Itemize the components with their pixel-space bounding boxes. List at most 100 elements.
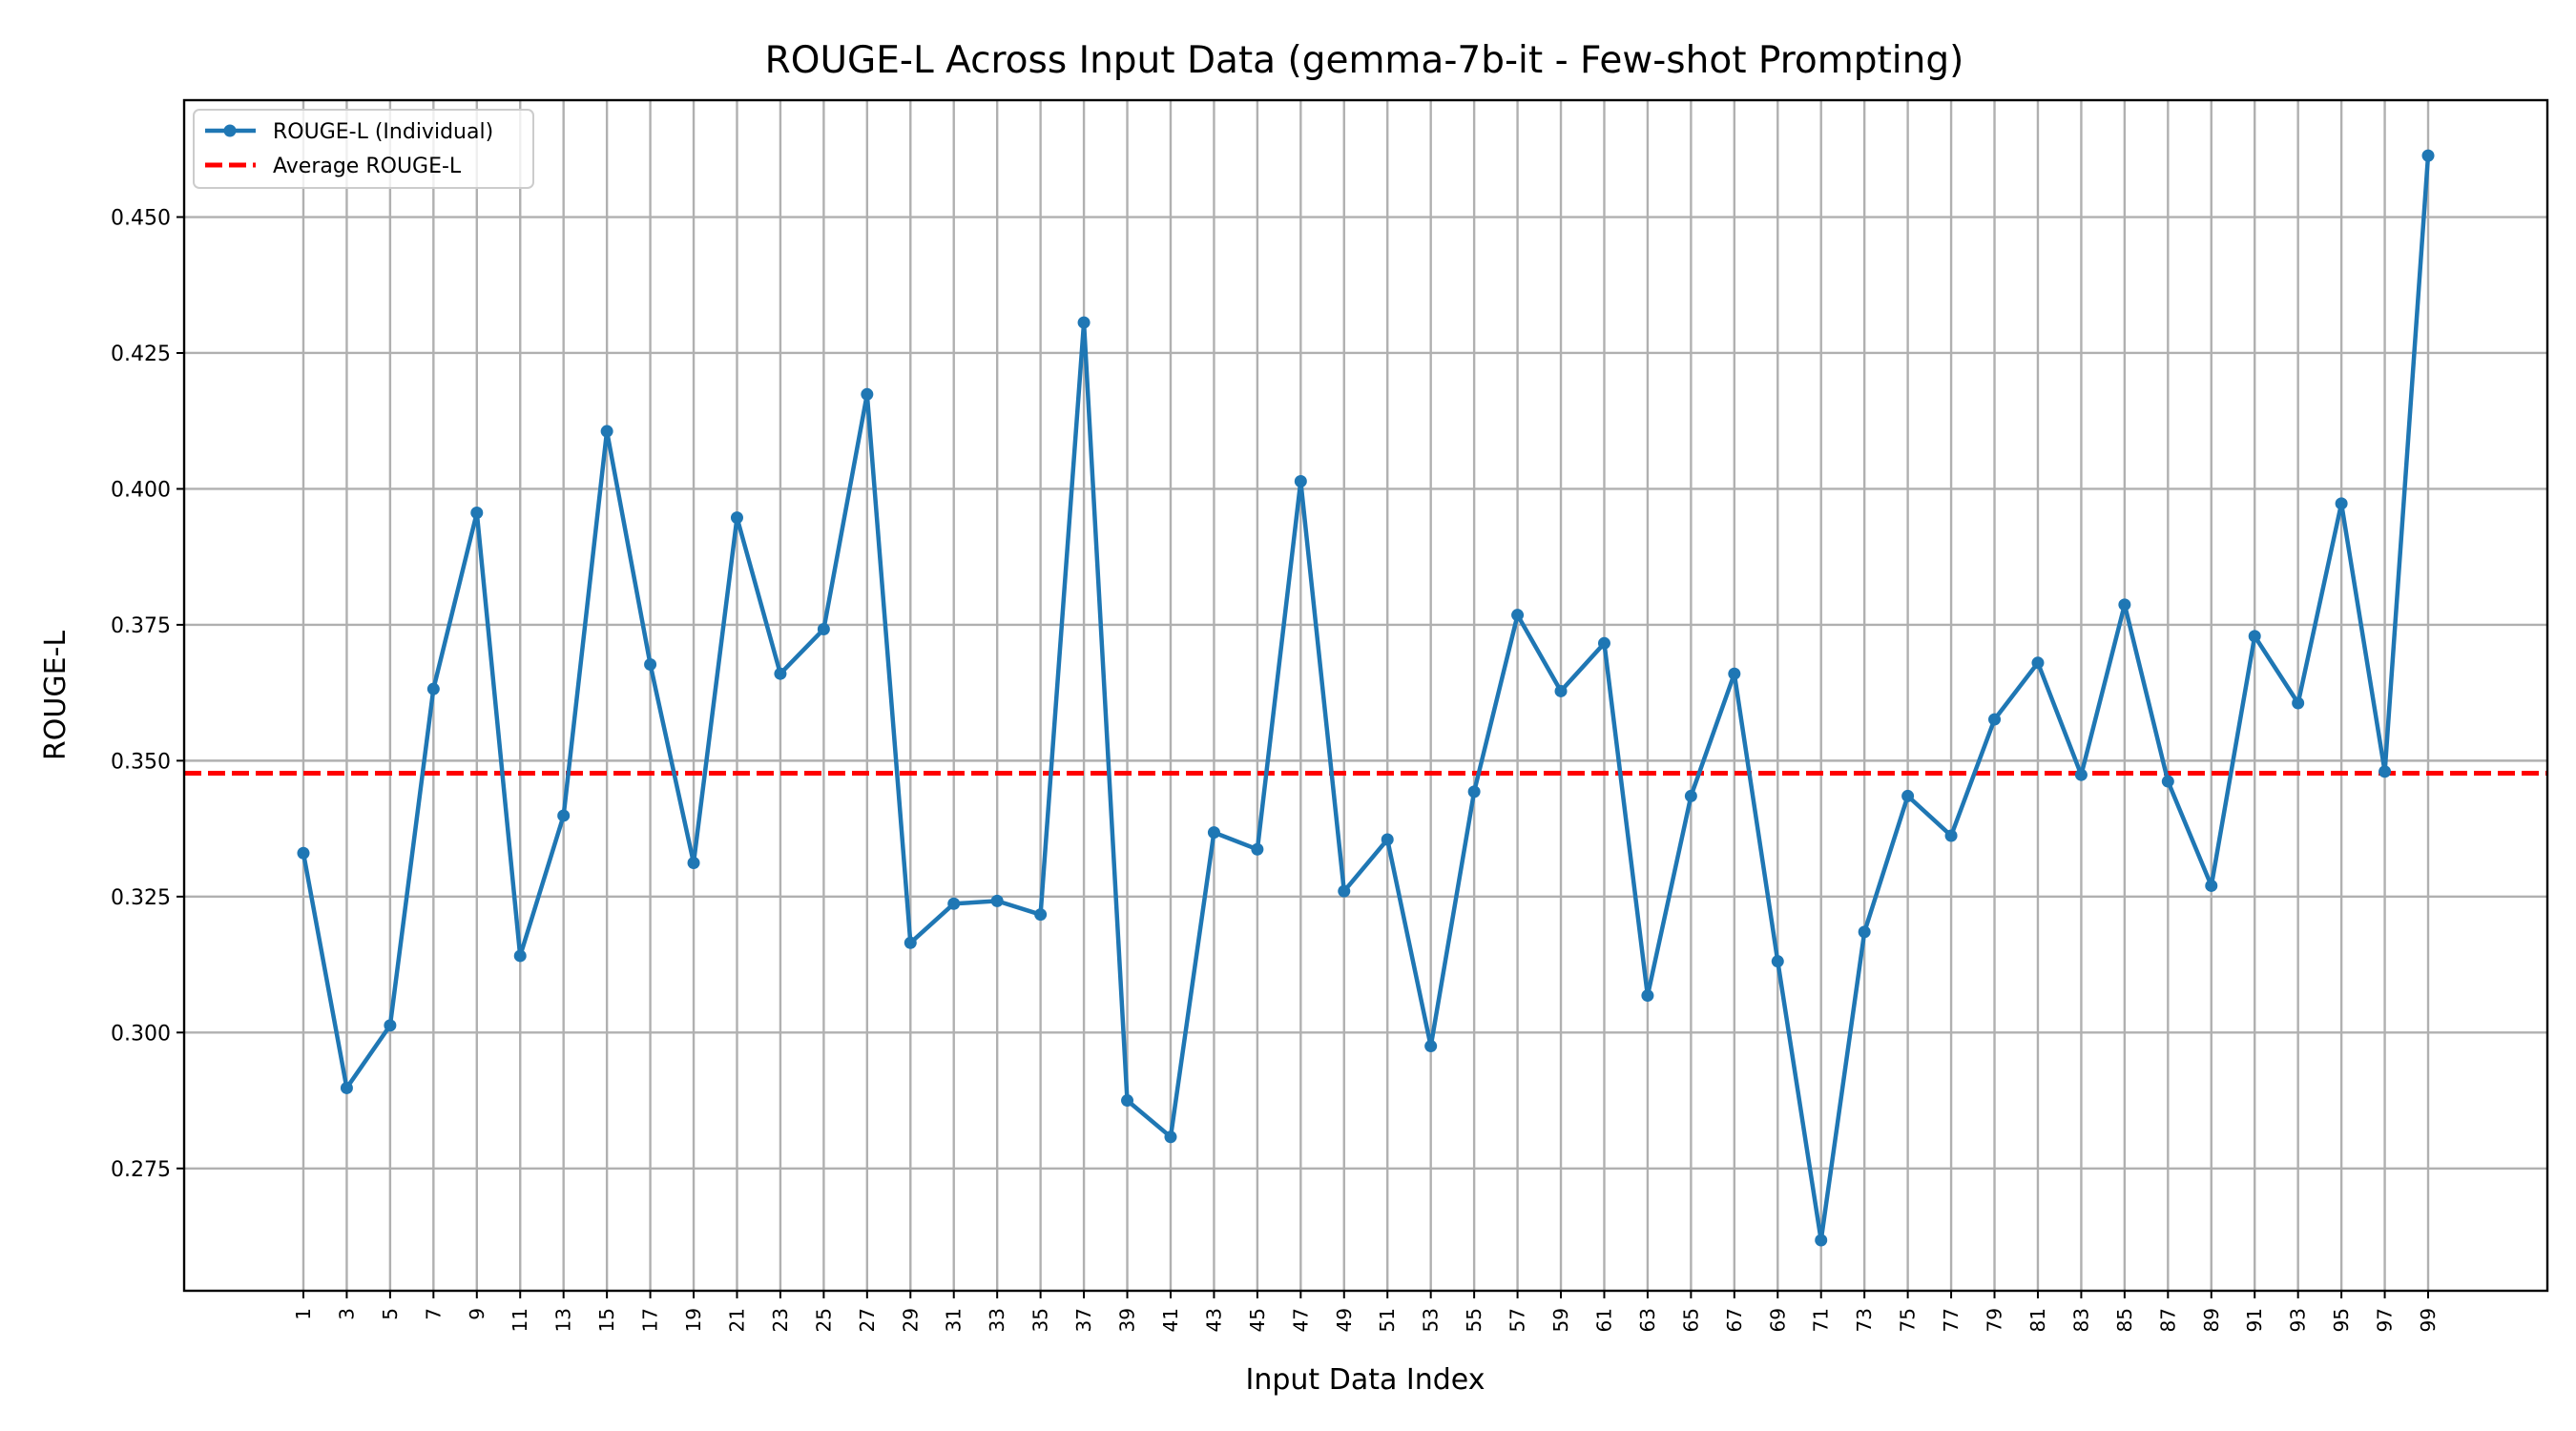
y-tick-labels: 0.275 0.300 0.325 0.350 0.375 0.400 0.425 0.450 xyxy=(111,207,171,1182)
x-tick-label: 65 xyxy=(1679,1308,1702,1332)
data-point xyxy=(1077,316,1091,329)
x-tick-label: 85 xyxy=(2113,1308,2136,1332)
data-point xyxy=(1207,826,1220,840)
x-tick-label: 61 xyxy=(1592,1308,1615,1332)
x-tick-label: 51 xyxy=(1376,1308,1399,1332)
x-tick-label: 91 xyxy=(2243,1308,2266,1332)
x-tick-label: 15 xyxy=(595,1308,618,1332)
x-tick-label: 9 xyxy=(466,1308,488,1320)
data-point xyxy=(600,425,613,438)
x-tick-label: 99 xyxy=(2417,1308,2440,1332)
x-tick-label: 69 xyxy=(1766,1308,1789,1332)
x-tick-label: 87 xyxy=(2156,1308,2179,1332)
y-tick-label: 0.325 xyxy=(111,886,171,910)
x-tick-label: 19 xyxy=(682,1308,705,1332)
legend-marker-individual xyxy=(223,124,237,137)
data-point xyxy=(2335,497,2348,510)
data-point xyxy=(817,622,830,635)
data-point xyxy=(1728,667,1741,680)
x-axis-label: Input Data Index xyxy=(1246,1363,1485,1397)
data-point xyxy=(557,809,571,822)
x-tick-label: 43 xyxy=(1202,1308,1225,1332)
data-point xyxy=(2074,768,2088,781)
x-tick-label: 5 xyxy=(379,1308,402,1320)
data-point xyxy=(861,387,874,401)
data-point xyxy=(1597,636,1610,650)
data-point xyxy=(1901,789,1915,802)
y-tick-label: 0.350 xyxy=(111,750,171,774)
x-tick-label: 71 xyxy=(1810,1308,1833,1332)
series-markers xyxy=(297,149,2435,1247)
data-point xyxy=(947,897,961,910)
data-point xyxy=(1251,842,1264,856)
data-point xyxy=(1511,609,1525,622)
x-tick-label: 3 xyxy=(335,1308,358,1320)
x-tick-label: 81 xyxy=(2026,1308,2049,1332)
x-tick-label: 67 xyxy=(1723,1308,1746,1332)
data-point xyxy=(2248,630,2261,643)
data-point xyxy=(2379,765,2392,778)
data-point xyxy=(1294,474,1307,487)
chart-title: ROUGE-L Across Input Data (gemma-7b-it -… xyxy=(765,39,1964,82)
data-point xyxy=(340,1081,353,1094)
data-point xyxy=(1424,1040,1438,1053)
data-point xyxy=(384,1019,397,1032)
x-tick-label: 89 xyxy=(2200,1308,2223,1332)
legend-box xyxy=(193,109,534,189)
data-point xyxy=(687,857,700,870)
data-point xyxy=(1641,989,1654,1003)
data-point xyxy=(1121,1094,1134,1108)
data-point xyxy=(2031,656,2045,670)
data-point xyxy=(1164,1130,1177,1144)
data-point xyxy=(2205,879,2218,892)
x-tick-label: 95 xyxy=(2330,1308,2353,1332)
y-tick-label: 0.375 xyxy=(111,614,171,638)
x-tick-label: 27 xyxy=(856,1308,879,1332)
x-tick-label: 75 xyxy=(1897,1308,1920,1332)
legend: ROUGE-L (Individual) Average ROUGE-L xyxy=(193,109,534,189)
data-point xyxy=(774,667,787,680)
x-tick-label: 63 xyxy=(1636,1308,1659,1332)
data-point xyxy=(1684,789,1697,802)
x-tick-label: 93 xyxy=(2287,1308,2310,1332)
data-point xyxy=(2161,775,2174,788)
data-point xyxy=(297,846,310,860)
x-tick-label: 33 xyxy=(986,1308,1008,1332)
x-tick-label: 7 xyxy=(422,1308,445,1320)
y-tick-label: 0.425 xyxy=(111,342,171,366)
data-point xyxy=(990,894,1004,907)
x-tick-label: 17 xyxy=(639,1308,662,1332)
data-point xyxy=(2292,696,2305,710)
y-tick-label: 0.275 xyxy=(111,1158,171,1182)
x-tick-label: 35 xyxy=(1029,1308,1052,1332)
data-point xyxy=(730,511,743,525)
y-tick-label: 0.400 xyxy=(111,478,171,502)
data-point xyxy=(1381,833,1394,846)
y-axis-label: ROUGE-L xyxy=(39,631,73,760)
data-point xyxy=(1944,829,1958,842)
x-tick-label: 53 xyxy=(1420,1308,1443,1332)
x-tick-label: 57 xyxy=(1506,1308,1529,1332)
x-tick-label: 23 xyxy=(769,1308,792,1332)
x-tick-label: 79 xyxy=(1984,1308,2006,1332)
plot-frame xyxy=(182,98,2549,1293)
legend-label-average: Average ROUGE-L xyxy=(273,155,462,178)
x-tick-label: 55 xyxy=(1463,1308,1485,1332)
data-point xyxy=(426,682,440,695)
x-tick-label: 59 xyxy=(1549,1308,1572,1332)
legend-label-individual: ROUGE-L (Individual) xyxy=(273,120,493,144)
data-point xyxy=(470,507,484,520)
x-tick-label: 45 xyxy=(1246,1308,1269,1332)
x-tick-label: 97 xyxy=(2374,1308,2397,1332)
x-tick-labels: 1 3 5 7 9 11 13 15 17 19 21 23 25 27 29 31 33 35 37 39 41 43 4… xyxy=(292,1308,2440,1332)
axis-ticks xyxy=(177,216,2430,1298)
data-point xyxy=(1858,925,1871,939)
x-tick-label: 47 xyxy=(1289,1308,1312,1332)
data-point xyxy=(2118,598,2131,612)
grid-lines xyxy=(184,100,2547,1291)
data-point xyxy=(513,949,527,963)
x-tick-label: 31 xyxy=(943,1308,966,1332)
y-tick-label: 0.300 xyxy=(111,1022,171,1046)
